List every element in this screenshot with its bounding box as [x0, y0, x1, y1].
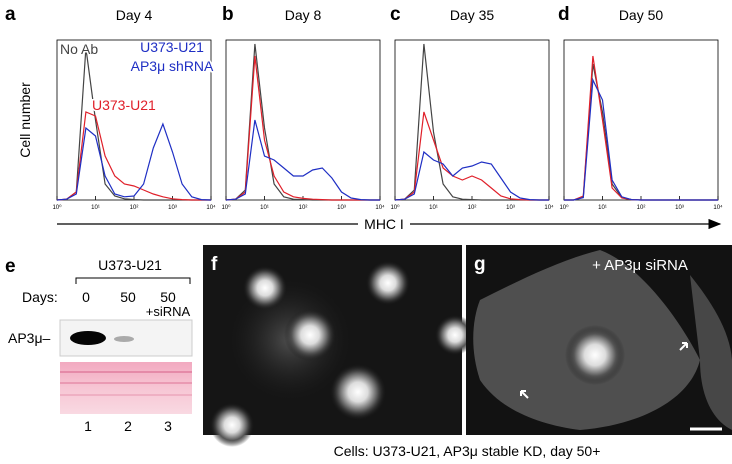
- plot-frame: [56, 39, 212, 201]
- histogram-panel: c Day 35 10⁰ 10¹ 10² 10³ 10⁴: [390, 4, 554, 211]
- panel-f: f: [203, 245, 475, 447]
- panel-label: c: [390, 4, 401, 25]
- treatment-label: + AP3μ siRNA: [592, 257, 688, 274]
- x-tick-label: 10⁴: [713, 204, 723, 211]
- panel-label: g: [474, 254, 486, 275]
- plot-frame: [225, 39, 381, 201]
- loading-control: [60, 362, 192, 414]
- panel-e: e U373-U21 Days: 0 50 50 +siRNA AP3μ– 1 …: [5, 256, 193, 434]
- histogram-panel: b Day 8 10⁰ 10¹ 10² 10³ 10⁴: [221, 4, 385, 211]
- chart-title: Day 35: [450, 7, 495, 23]
- cell: [284, 309, 336, 361]
- x-tick-label: 10⁰: [221, 204, 231, 211]
- x-tick-label: 10³: [337, 205, 346, 211]
- lane-day: 50: [160, 289, 176, 305]
- cell: [435, 315, 475, 355]
- band: [70, 331, 106, 345]
- x-tick-label: 10⁰: [390, 204, 400, 211]
- bracket: [75, 277, 191, 284]
- panel-g: g + AP3μ siRNA: [466, 245, 732, 435]
- panel-label: b: [222, 4, 234, 25]
- histogram-line: [225, 55, 380, 201]
- x-tick-label: 10⁰: [559, 204, 569, 211]
- x-tick-label: 10²: [468, 205, 477, 211]
- x-tick-label: 10¹: [429, 205, 438, 211]
- panel-label: a: [5, 4, 16, 25]
- plot-frame: [563, 39, 719, 201]
- cell: [366, 261, 410, 305]
- x-tick-label: 10¹: [91, 205, 100, 211]
- days-label: Days:: [22, 289, 58, 305]
- histogram-panel: d Day 50 10⁰ 10¹ 10² 10³ 10⁴: [558, 4, 723, 211]
- x-tick-label: 10³: [168, 205, 177, 211]
- plot-frame: [394, 39, 550, 201]
- y-axis-label: Cell number: [17, 82, 33, 158]
- arrow: [679, 342, 688, 351]
- histogram-line: [56, 122, 212, 201]
- cell: [330, 364, 386, 420]
- lane-number: 1: [84, 418, 92, 434]
- band: [114, 336, 134, 342]
- histogram-line: [56, 111, 211, 201]
- cell-center: [565, 325, 625, 385]
- panel-label: d: [558, 4, 570, 25]
- x-tick-label: 10³: [506, 205, 515, 211]
- arrow: [520, 390, 529, 399]
- histogram-panel: a Day 4 10⁰ 10¹ 10² 10³ 10⁴ No Ab U373-U21 U373-U…: [5, 4, 216, 211]
- histogram-line: [564, 77, 718, 201]
- x-tick-label: 10⁴: [375, 204, 385, 211]
- x-tick-label: 10³: [675, 205, 684, 211]
- lane-day: 50: [120, 289, 136, 305]
- lane-number: 2: [124, 418, 132, 434]
- cell-line-label: U373-U21: [98, 257, 162, 273]
- x-tick-label: 10²: [299, 205, 308, 211]
- lane-day: 0: [82, 289, 90, 305]
- histogram-line: [225, 119, 380, 201]
- label-backdrop: [358, 216, 410, 232]
- chart-title: Day 4: [116, 7, 153, 23]
- x-tick-label: 10²: [637, 205, 646, 211]
- chart-title: Day 8: [285, 7, 322, 23]
- annotation: AP3μ shRNA: [131, 58, 214, 74]
- x-tick-label: 10⁴: [206, 204, 216, 211]
- lane-treatment: +siRNA: [146, 304, 191, 319]
- cell: [210, 403, 254, 447]
- x-tick-label: 10¹: [598, 205, 607, 211]
- histogram-line: [394, 111, 549, 201]
- band-label: AP3μ–: [8, 330, 51, 346]
- cell-body: [690, 275, 732, 430]
- x-axis-label: MHC I: [364, 216, 404, 232]
- cell: [243, 266, 287, 310]
- annotation: U373-U21: [140, 39, 204, 55]
- panel-label: e: [5, 256, 16, 277]
- caption: Cells: U373-U21, AP3μ stable KD, day 50+: [334, 443, 601, 459]
- annotation: No Ab: [60, 41, 98, 57]
- lane-number: 3: [164, 418, 172, 434]
- x-tick-label: 10¹: [260, 205, 269, 211]
- x-tick-label: 10²: [130, 205, 139, 211]
- x-tick-label: 10⁴: [544, 204, 554, 211]
- histogram-line: [394, 150, 549, 201]
- annotation: U373-U21: [92, 97, 156, 113]
- chart-title: Day 50: [619, 7, 664, 23]
- panel-label: f: [211, 254, 218, 275]
- x-tick-label: 10⁰: [52, 204, 62, 211]
